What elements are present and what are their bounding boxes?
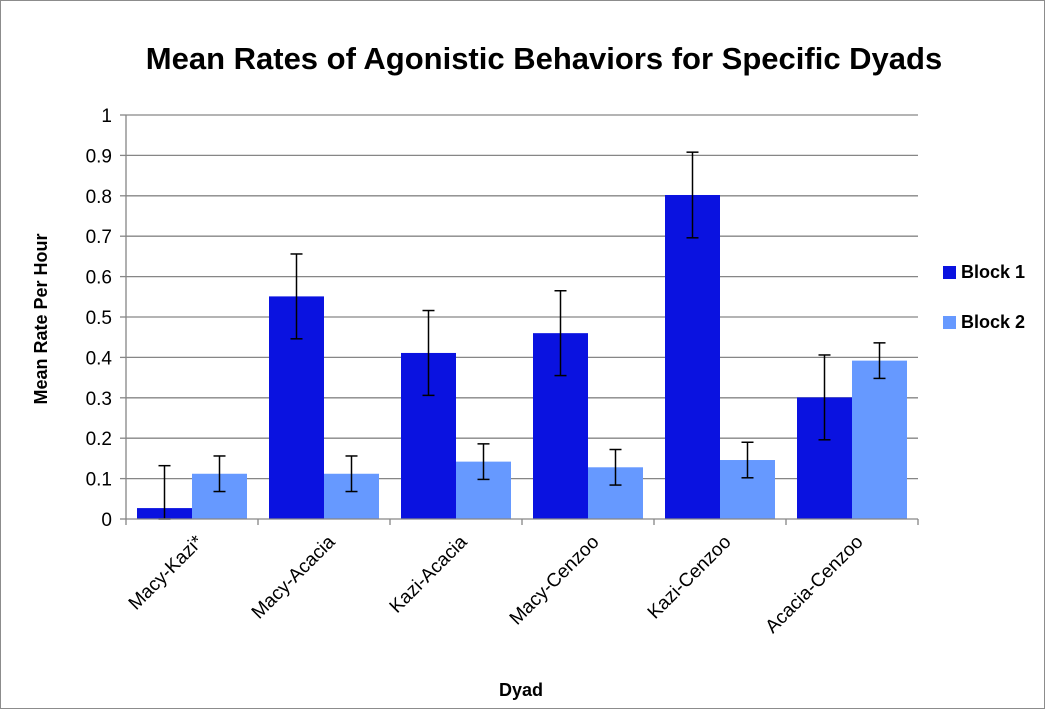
x-axis-title: Dyad [499, 680, 543, 700]
y-tick-labels: 0 0.1 0.2 0.3 0.4 0.5 0.6 0.7 0.8 0.9 1 [86, 106, 113, 531]
legend-swatch [943, 316, 956, 329]
y-tick-label: 0.4 [86, 348, 113, 369]
y-tick-label: 0.9 [86, 146, 112, 167]
legend-swatch [943, 266, 956, 279]
x-tick-label: Macy-Kazi* [125, 531, 208, 614]
y-tick-label: 0.2 [86, 429, 112, 450]
axes [120, 114, 919, 525]
legend-label: Block 1 [961, 262, 1025, 282]
x-tick-label: Acacia-Cenzoo [762, 532, 868, 638]
x-tick-label: Kazi-Acacia [386, 531, 472, 617]
y-tick-label: 0.8 [86, 187, 112, 208]
x-tick-labels: Macy-Kazi* Macy-Acacia Kazi-Acacia Macy-Cen… [125, 531, 868, 637]
legend: Block 1 Block 2 [943, 262, 1025, 332]
y-tick-label: 0 [101, 510, 112, 531]
error-bars [158, 151, 886, 520]
gridlines [126, 114, 918, 480]
y-tick-label: 1 [101, 106, 112, 127]
y-tick-label: 0.5 [86, 308, 112, 329]
y-tick-label: 0.7 [86, 227, 112, 248]
legend-label: Block 2 [961, 312, 1025, 332]
x-tick-label: Kazi-Cenzoo [644, 532, 736, 624]
bars [137, 194, 907, 519]
chart-title: Mean Rates of Agonistic Behaviors for Sp… [146, 41, 942, 76]
y-tick-label: 0.3 [86, 389, 112, 410]
x-tick-label: Macy-Cenzoo [506, 532, 604, 630]
bar [852, 360, 907, 519]
y-tick-label: 0.6 [86, 268, 112, 289]
y-tick-label: 0.1 [86, 470, 112, 491]
x-tick-label: Macy-Acacia [248, 531, 340, 623]
bar [665, 194, 720, 519]
y-axis-title: Mean Rate Per Hour [31, 233, 51, 404]
